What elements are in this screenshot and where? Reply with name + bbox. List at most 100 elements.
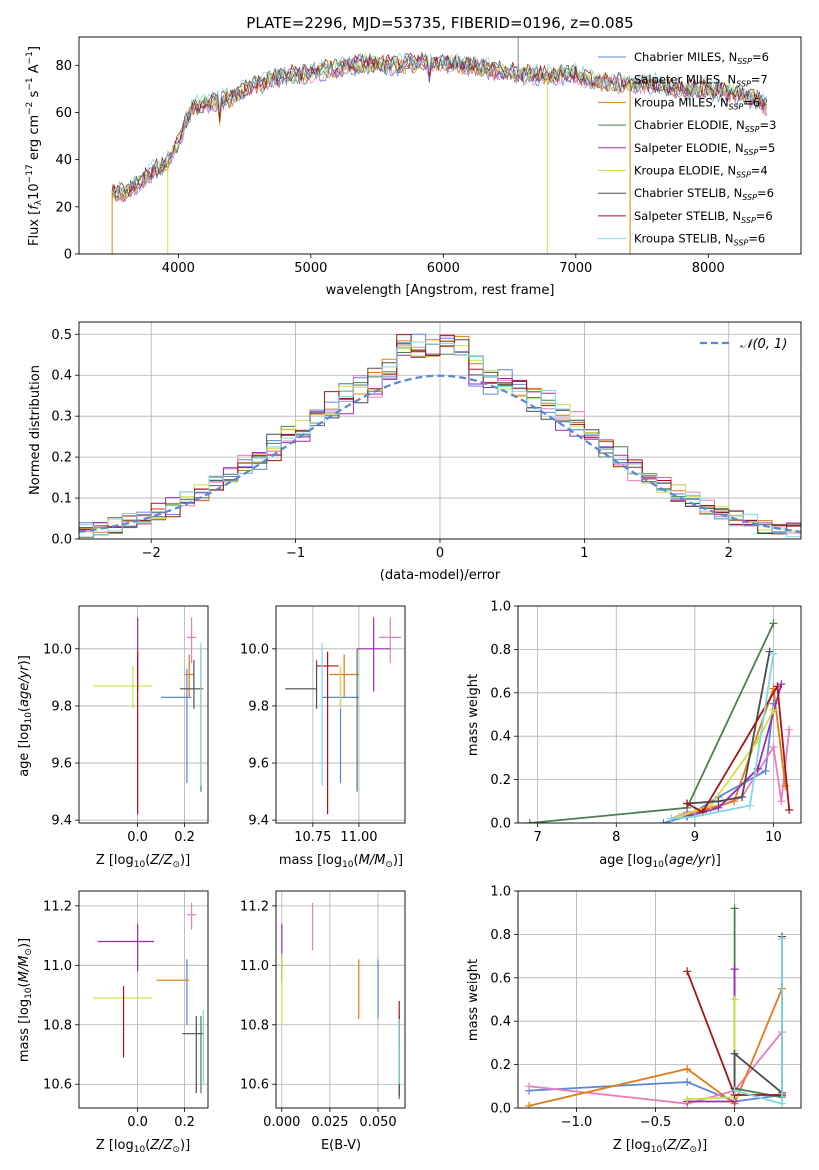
y-axis-label: age [log10(age/yr)] <box>17 655 34 777</box>
weight-marker <box>769 743 778 752</box>
y-tick-label: 0.2 <box>490 773 511 788</box>
y-tick-label: 60 <box>55 106 72 121</box>
errorbar-point <box>93 665 152 709</box>
y-tick-label: 9.4 <box>248 814 269 829</box>
x-axis-label: E(B-V) <box>321 1138 361 1153</box>
plot-area-mass_vs_Z <box>93 902 204 1094</box>
spectrum-line <box>111 54 768 202</box>
y-tick-label: 10.6 <box>43 1078 72 1093</box>
weight-line <box>733 908 783 1099</box>
weight-marker <box>730 965 739 974</box>
x-axis-label: Z [log10(Z/Z⊙)] <box>96 1138 190 1155</box>
y-tick-label: 0.2 <box>490 1058 511 1073</box>
x-tick-label: 1 <box>580 546 588 561</box>
x-axis-label: Z [log10(Z/Z⊙)] <box>613 1138 707 1155</box>
x-tick-label: 5000 <box>294 261 327 276</box>
y-tick-label: 9.8 <box>248 699 269 714</box>
x-tick-label: 7000 <box>559 261 592 276</box>
y-tick-label: 0.4 <box>490 1015 511 1030</box>
legend-entry: Salpeter ELODIE, NSSP=5 <box>634 141 775 157</box>
y-axis-label: mass weight <box>466 959 481 1041</box>
y-tick-label: 11.2 <box>43 899 72 914</box>
weight-marker <box>745 801 754 810</box>
weight-marker <box>525 819 534 823</box>
weight-marker <box>785 805 794 814</box>
weight-marker <box>781 782 790 791</box>
errorbar-point <box>316 651 339 815</box>
y-tick-label: 11.0 <box>43 959 72 974</box>
weight-marker <box>785 725 794 734</box>
weight-marker <box>769 619 778 628</box>
y-tick-label: 9.6 <box>248 757 269 772</box>
weight-marker <box>761 766 770 775</box>
x-tick-label: 7 <box>534 830 542 845</box>
y-tick-label: 10.8 <box>240 1018 269 1033</box>
weight-line <box>528 988 783 1107</box>
y-tick-label: 11.0 <box>240 959 269 974</box>
legend-entry: Chabrier MILES, NSSP=6 <box>634 50 769 66</box>
axes-frame <box>78 36 802 255</box>
x-tick-label: −2 <box>142 546 161 561</box>
y-tick-label: 1.0 <box>490 600 511 615</box>
x-tick-label: 0.050 <box>359 1115 396 1130</box>
y-axis-label: mass [log10(M/M⊙)] <box>17 938 34 1062</box>
axes-frame <box>78 605 209 824</box>
weight-marker <box>777 797 786 806</box>
errorbar-point <box>97 923 155 972</box>
weight-marker <box>765 647 774 656</box>
y-tick-label: 40 <box>55 153 72 168</box>
y-tick-label: 0.6 <box>490 971 511 986</box>
y-tick-label: 0 <box>64 248 72 263</box>
x-tick-label: 0.000 <box>263 1115 300 1130</box>
y-tick-label: 0.6 <box>490 686 511 701</box>
plot-area-spectrum <box>111 37 768 254</box>
legend-entry: Chabrier STELIB, NSSP=6 <box>634 186 774 202</box>
axes-weight_vs_age: 7 8 9 10 0.0 0.2 0.4 0.6 0.8 1.0 <box>490 600 802 845</box>
y-tick-label: 10.8 <box>43 1018 72 1033</box>
x-tick-label: 0.025 <box>311 1115 348 1130</box>
y-tick-label: 11.2 <box>240 899 269 914</box>
weight-marker <box>730 1049 739 1058</box>
weight-marker <box>667 814 676 823</box>
legend-entry: 𝒩(0, 1) <box>740 337 787 352</box>
weight-marker <box>525 1101 534 1108</box>
weight-marker <box>683 1077 692 1086</box>
y-axis-label: mass weight <box>466 674 481 756</box>
plot-area-age_vs_Z <box>93 617 204 815</box>
legend-entry: Salpeter STELIB, NSSP=6 <box>634 209 773 225</box>
y-tick-label: 0.0 <box>490 817 511 832</box>
weight-marker <box>675 812 684 821</box>
weight-line <box>678 709 775 818</box>
x-axis-label: age [log10(age/yr)] <box>599 853 721 870</box>
y-axis-label: Flux [fλ10−17 erg cm−2 s−1 A−1] <box>25 46 44 246</box>
weight-marker <box>683 1095 692 1104</box>
errorbar-point <box>161 668 192 784</box>
x-tick-label: 4000 <box>162 261 195 276</box>
axes-age_vs_mass: 10.75 11.00 9.4 9.6 9.8 10.0 <box>240 605 406 845</box>
x-tick-label: 9 <box>691 830 699 845</box>
y-tick-label: 1.0 <box>490 885 511 900</box>
y-tick-label: 0.2 <box>51 451 72 466</box>
x-tick-label: −1 <box>286 546 305 561</box>
errorbar-point <box>379 617 402 664</box>
histogram-step <box>79 341 801 538</box>
y-tick-label: 20 <box>55 200 72 215</box>
axes-frame <box>517 890 802 1109</box>
y-tick-label: 0.8 <box>490 928 511 943</box>
x-tick-label: 0.2 <box>174 830 195 845</box>
axes-frame <box>275 890 406 1109</box>
axes-mass_vs_ebv: 0.000 0.025 0.050 10.6 10.8 11.0 11.2 <box>240 890 406 1130</box>
weight-marker <box>778 934 787 943</box>
errorbar-point <box>186 617 197 664</box>
axes-residuals: −2 −1 0 1 2 0.0 0.1 0.2 0.3 0.4 0.5 𝒩(0, 1) <box>51 321 802 561</box>
weight-marker <box>769 706 778 715</box>
axes-frame <box>517 605 802 824</box>
y-tick-label: 0.4 <box>51 369 72 384</box>
x-tick-label: 0.0 <box>127 830 148 845</box>
legend-entry: Kroupa ELODIE, NSSP=4 <box>634 164 768 180</box>
x-tick-label: 0 <box>436 546 444 561</box>
errorbar-point <box>329 654 359 698</box>
axes-mass_vs_Z: 0.0 0.2 10.6 10.8 11.0 11.2 <box>43 890 209 1130</box>
legend-entry: Kroupa STELIB, NSSP=6 <box>634 232 765 248</box>
y-tick-label: 0.1 <box>51 492 72 507</box>
